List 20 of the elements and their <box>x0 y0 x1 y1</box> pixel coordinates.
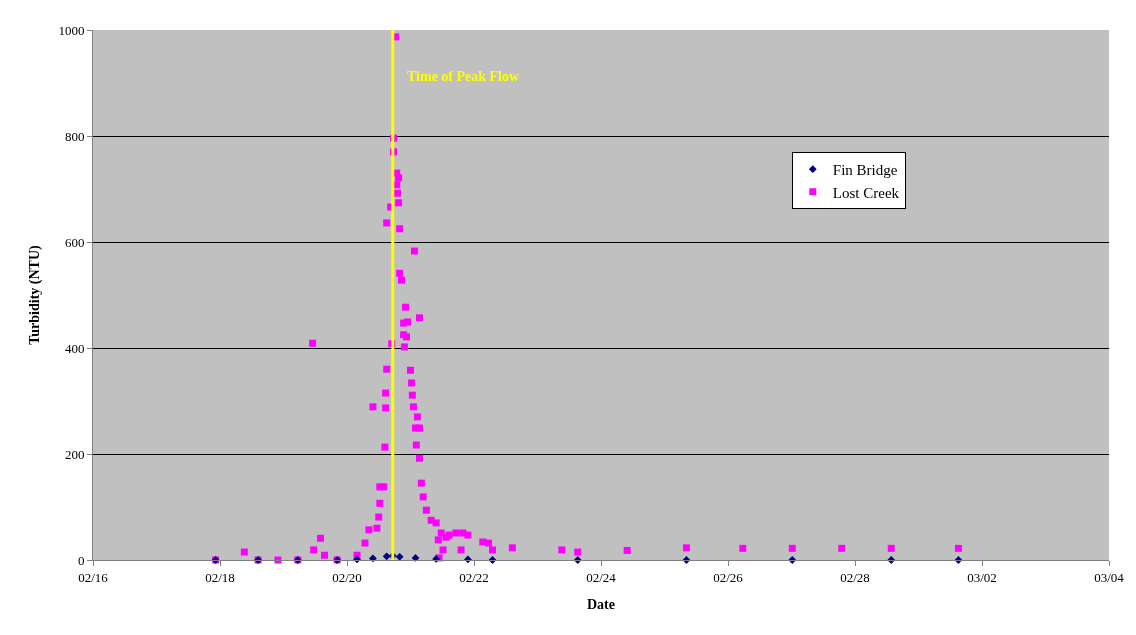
x-axis-title: Date <box>587 596 615 612</box>
ref-line-label: Time of Peak Flow <box>407 69 521 84</box>
y-tick-label: 200 <box>64 446 85 462</box>
y-tick-label: 600 <box>64 234 85 250</box>
y-axis-title: Turbidity (NTU) <box>27 244 43 345</box>
x-tick-label: 03/02 <box>967 569 997 585</box>
y-tick-label: 400 <box>64 340 85 356</box>
x-tick-label: 03/04 <box>1094 569 1125 585</box>
legend-label: Fin Bridge <box>832 162 898 178</box>
y-tick-label: 1000 <box>58 22 85 38</box>
x-tick-label: 02/20 <box>332 569 362 585</box>
x-tick-label: 02/22 <box>459 569 489 585</box>
x-tick-label: 02/18 <box>205 569 235 585</box>
y-tick-label: 0 <box>77 552 85 568</box>
legend-label: Lost Creek <box>832 184 900 201</box>
y-tick-label: 800 <box>64 128 85 144</box>
x-tick-label: 02/16 <box>78 569 109 585</box>
x-tick-label: 02/28 <box>840 569 870 585</box>
x-tick-label: 02/24 <box>586 569 617 585</box>
x-tick-label: 02/26 <box>713 569 744 585</box>
